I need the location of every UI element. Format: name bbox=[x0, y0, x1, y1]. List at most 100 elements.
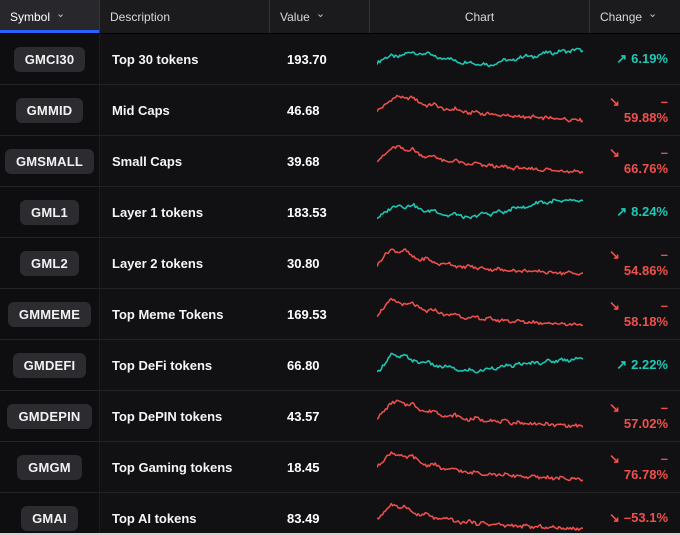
symbol-cell: GMDEPIN bbox=[0, 391, 100, 441]
sparkline-svg bbox=[377, 297, 583, 327]
header-symbol[interactable]: Symbol ⌄ bbox=[0, 0, 100, 33]
row-description: Mid Caps bbox=[112, 102, 170, 118]
sparkline-chart bbox=[370, 289, 590, 339]
sparkline-chart bbox=[370, 493, 590, 533]
sparkline-svg bbox=[377, 248, 583, 276]
row-value: 39.68 bbox=[287, 153, 320, 169]
symbol-badge: GML2 bbox=[20, 250, 79, 276]
chevron-down-icon: ⌄ bbox=[315, 8, 326, 20]
symbol-badge: GMDEPIN bbox=[7, 403, 92, 429]
change-value: –58.18% bbox=[623, 297, 668, 329]
row-description: Small Caps bbox=[112, 153, 183, 169]
sparkline-chart bbox=[370, 391, 590, 441]
row-description: Top Gaming tokens bbox=[112, 459, 233, 475]
table-row[interactable]: GML1 Layer 1 tokens 183.53 ↗ 8.24% bbox=[0, 187, 680, 238]
trend-arrow-icon: ↘ bbox=[609, 246, 620, 262]
symbol-cell: GMGM bbox=[0, 442, 100, 492]
symbol-badge: GMSMALL bbox=[4, 148, 95, 174]
change-cell: ↘ –57.02% bbox=[590, 391, 680, 441]
sparkline-chart bbox=[370, 340, 590, 390]
sparkline-svg bbox=[377, 451, 583, 482]
table-row[interactable]: GML2 Layer 2 tokens 30.80 ↘ –54.86% bbox=[0, 238, 680, 289]
table-row[interactable]: GMGM Top Gaming tokens 18.45 ↘ –76.78% bbox=[0, 442, 680, 493]
header-chart-label: Chart bbox=[464, 9, 495, 24]
change-value: –59.88% bbox=[623, 93, 668, 125]
symbol-badge: GMMEME bbox=[7, 301, 92, 327]
symbol-badge: GML1 bbox=[20, 199, 79, 225]
change-cell: ↘ –54.86% bbox=[590, 238, 680, 288]
table-body: GMCI30 Top 30 tokens 193.70 ↗ 6.19% GMMI… bbox=[0, 34, 680, 533]
symbol-cell: GMAI bbox=[0, 493, 100, 533]
change-cell: ↘ –76.78% bbox=[590, 442, 680, 492]
sparkline-chart bbox=[370, 136, 590, 186]
change-value: 8.24% bbox=[631, 203, 668, 219]
row-value: 46.68 bbox=[287, 102, 320, 118]
change-cell: ↘ –59.88% bbox=[590, 85, 680, 135]
symbol-cell: GML1 bbox=[0, 187, 100, 237]
row-value: 18.45 bbox=[287, 459, 320, 475]
sparkline-chart bbox=[370, 85, 590, 135]
symbol-cell: GMMID bbox=[0, 85, 100, 135]
table-row[interactable]: GMMEME Top Meme Tokens 169.53 ↘ –58.18% bbox=[0, 289, 680, 340]
symbol-cell: GMCI30 bbox=[0, 34, 100, 84]
change-cell: ↗ 6.19% bbox=[590, 34, 680, 84]
sparkline-svg bbox=[377, 47, 583, 68]
sparkline-chart bbox=[370, 187, 590, 237]
sparkline-chart bbox=[370, 442, 590, 492]
symbol-cell: GML2 bbox=[0, 238, 100, 288]
change-value: –54.86% bbox=[623, 246, 668, 278]
change-cell: ↘ –58.18% bbox=[590, 289, 680, 339]
header-change-label: Change bbox=[600, 9, 643, 24]
row-description: Top AI tokens bbox=[112, 510, 197, 526]
change-value: 6.19% bbox=[631, 50, 668, 66]
change-cell: ↗ 2.22% bbox=[590, 340, 680, 390]
sparkline-svg bbox=[377, 94, 583, 123]
header-symbol-label: Symbol bbox=[10, 9, 51, 24]
symbol-badge: GMGM bbox=[17, 454, 82, 480]
table-row[interactable]: GMSMALL Small Caps 39.68 ↘ –66.76% bbox=[0, 136, 680, 187]
row-description: Top DeFi tokens bbox=[112, 357, 213, 373]
chevron-down-icon: ⌄ bbox=[56, 8, 66, 20]
symbol-badge: GMDEFI bbox=[12, 352, 87, 378]
trend-arrow-icon: ↘ bbox=[609, 144, 620, 160]
table-row[interactable]: GMDEPIN Top DePIN tokens 43.57 ↘ –57.02% bbox=[0, 391, 680, 442]
sparkline-chart bbox=[370, 34, 590, 84]
header-description-label: Description bbox=[110, 9, 171, 24]
trend-arrow-icon: ↗ bbox=[616, 50, 628, 66]
symbol-cell: GMDEFI bbox=[0, 340, 100, 390]
row-value: 83.49 bbox=[287, 510, 320, 526]
symbol-cell: GMMEME bbox=[0, 289, 100, 339]
header-description: Description bbox=[100, 0, 270, 33]
change-cell: ↗ 8.24% bbox=[590, 187, 680, 237]
change-value: –76.78% bbox=[623, 450, 668, 482]
header-value[interactable]: Value ⌄ bbox=[270, 0, 370, 33]
sparkline-svg bbox=[377, 399, 583, 429]
sparkline-svg bbox=[377, 145, 583, 174]
header-chart: Chart bbox=[370, 0, 590, 33]
trend-arrow-icon: ↘ bbox=[609, 509, 620, 525]
symbol-badge: GMMID bbox=[15, 97, 84, 123]
row-value: 66.80 bbox=[287, 357, 320, 373]
table-header: Symbol ⌄ Description Value ⌄ Chart Chang… bbox=[0, 0, 680, 34]
table-row[interactable]: GMAI Top AI tokens 83.49 ↘ –53.1% bbox=[0, 493, 680, 533]
header-change[interactable]: Change ⌄ bbox=[590, 0, 680, 33]
row-description: Top Meme Tokens bbox=[112, 306, 224, 322]
sparkline-chart bbox=[370, 238, 590, 288]
change-value: –66.76% bbox=[623, 144, 668, 176]
trend-arrow-icon: ↘ bbox=[609, 450, 620, 466]
trend-arrow-icon: ↘ bbox=[609, 297, 620, 313]
symbol-badge: GMCI30 bbox=[13, 46, 86, 72]
change-cell: ↘ –53.1% bbox=[590, 493, 680, 533]
sparkline-svg bbox=[377, 352, 583, 374]
table-row[interactable]: GMMID Mid Caps 46.68 ↘ –59.88% bbox=[0, 85, 680, 136]
table-row[interactable]: GMCI30 Top 30 tokens 193.70 ↗ 6.19% bbox=[0, 34, 680, 85]
row-value: 169.53 bbox=[287, 306, 327, 322]
sparkline-svg bbox=[377, 198, 583, 220]
table-row[interactable]: GMDEFI Top DeFi tokens 66.80 ↗ 2.22% bbox=[0, 340, 680, 391]
row-description: Layer 2 tokens bbox=[112, 255, 204, 271]
row-value: 183.53 bbox=[287, 204, 327, 220]
trend-arrow-icon: ↘ bbox=[609, 93, 620, 109]
horizontal-scrollbar[interactable] bbox=[0, 533, 680, 535]
change-cell: ↘ –66.76% bbox=[590, 136, 680, 186]
